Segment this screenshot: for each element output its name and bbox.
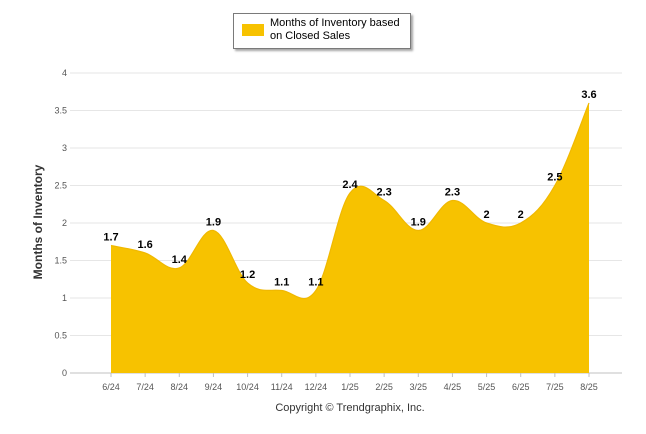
data-label: 3.6 xyxy=(581,89,596,101)
series-area xyxy=(111,103,589,373)
x-tick-label: 8/25 xyxy=(580,382,598,392)
x-tick-label: 5/25 xyxy=(478,382,496,392)
y-tick-label: 1.5 xyxy=(54,256,67,266)
data-label: 2.3 xyxy=(445,187,460,199)
copyright-credit: Copyright © Trendgraphix, Inc. xyxy=(275,402,425,414)
x-tick-label: 7/24 xyxy=(136,382,154,392)
data-label: 2.4 xyxy=(342,179,358,191)
x-tick-label: 12/24 xyxy=(305,382,328,392)
data-label: 2.3 xyxy=(376,187,391,199)
x-tick-label: 6/24 xyxy=(102,382,120,392)
y-tick-label: 0 xyxy=(62,368,67,378)
data-label: 1.2 xyxy=(240,269,255,281)
data-label: 1.4 xyxy=(172,254,188,266)
x-tick-label: 6/25 xyxy=(512,382,530,392)
legend-swatch xyxy=(242,24,264,36)
x-tick-label: 8/24 xyxy=(171,382,189,392)
y-tick-label: 3 xyxy=(62,143,67,153)
x-tick-label: 1/25 xyxy=(341,382,359,392)
x-tick-label: 10/24 xyxy=(236,382,259,392)
series-line xyxy=(110,102,590,300)
data-label: 2 xyxy=(484,209,490,221)
data-label: 1.1 xyxy=(308,277,323,289)
x-tick-label: 9/24 xyxy=(205,382,223,392)
x-tick-label: 4/25 xyxy=(444,382,462,392)
x-tick-label: 2/25 xyxy=(375,382,393,392)
y-tick-label: 2 xyxy=(62,218,67,228)
y-axis-title: Months of Inventory xyxy=(31,164,45,280)
y-tick-label: 1 xyxy=(62,293,67,303)
data-label: 1.1 xyxy=(274,277,289,289)
x-tick-label: 11/24 xyxy=(271,382,293,392)
y-tick-label: 2.5 xyxy=(54,181,67,191)
data-label: 1.7 xyxy=(103,232,118,244)
legend[interactable]: Months of Inventory based on Closed Sale… xyxy=(233,13,411,49)
data-label: 2.5 xyxy=(547,172,562,184)
y-tick-label: 3.5 xyxy=(54,106,67,116)
data-label: 1.6 xyxy=(137,239,152,251)
legend-label: Months of Inventory based on Closed Sale… xyxy=(270,17,400,42)
y-tick-label: 4 xyxy=(62,68,67,78)
x-tick-label: 7/25 xyxy=(546,382,564,392)
x-tick-label: 3/25 xyxy=(410,382,428,392)
data-label: 1.9 xyxy=(206,217,221,229)
data-label: 1.9 xyxy=(411,217,426,229)
y-tick-label: 0.5 xyxy=(54,331,67,341)
data-label: 2 xyxy=(518,209,524,221)
